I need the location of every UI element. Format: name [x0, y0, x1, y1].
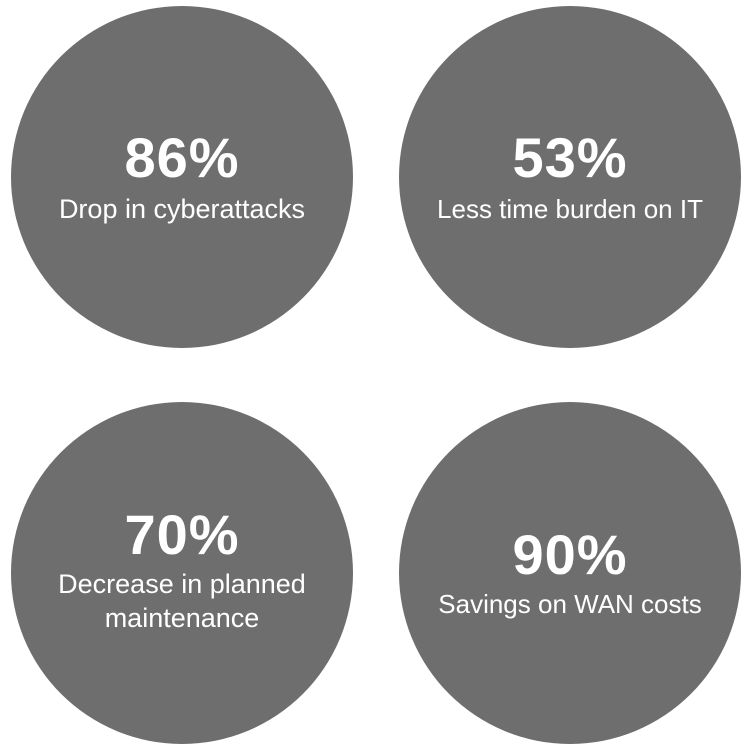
stat-label-line: Decrease in planned: [58, 569, 306, 599]
stat-label-multiline: Decrease in planned maintenance: [44, 567, 320, 635]
stat-label: Drop in cyberattacks: [58, 194, 306, 224]
stat-circle-cyberattacks: 86% Drop in cyberattacks: [11, 6, 353, 348]
stat-circle-wan-savings: 90% Savings on WAN costs: [399, 402, 741, 744]
stat-content: 90% Savings on WAN costs: [434, 525, 705, 621]
stat-content: 53% Less time burden on IT: [433, 128, 707, 226]
stat-circle-maintenance: 70% Decrease in planned maintenance: [11, 402, 353, 744]
stat-label: Less time burden on IT: [437, 194, 703, 224]
stat-value: 53%: [512, 126, 628, 189]
stat-value: 86%: [124, 126, 240, 189]
stat-value: 90%: [512, 523, 628, 586]
stat-content: 86% Drop in cyberattacks: [45, 128, 319, 226]
stat-content: 70% Decrease in planned maintenance: [44, 505, 320, 635]
stat-value: 70%: [124, 503, 240, 566]
stat-label-line: maintenance: [104, 603, 260, 633]
stat-circle-it-time: 53% Less time burden on IT: [399, 6, 741, 348]
stat-label: Savings on WAN costs: [438, 589, 702, 619]
